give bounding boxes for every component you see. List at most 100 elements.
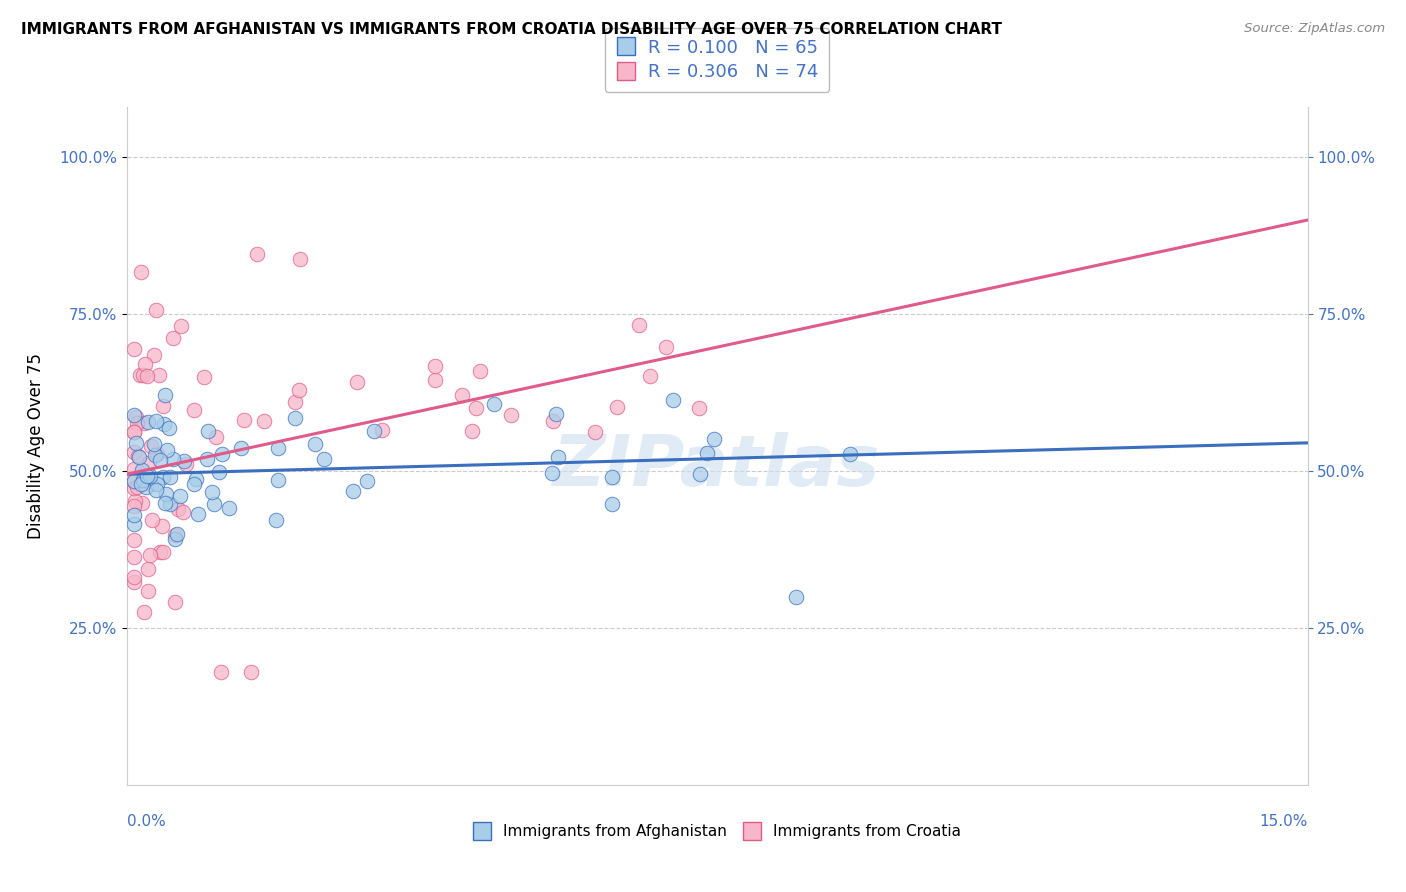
Point: [464, 401, 486, 415]
Text: 0.0%: 0.0%: [127, 814, 166, 829]
Text: 15.0%: 15.0%: [1260, 814, 1308, 829]
Text: ZIPatlas: ZIPatlas: [554, 432, 880, 500]
Point: [124, 425, 146, 439]
Point: [153, 417, 176, 431]
Point: [124, 409, 146, 423]
Point: [124, 475, 146, 489]
Point: [169, 489, 191, 503]
Point: [132, 605, 155, 619]
Point: [314, 451, 336, 466]
Point: [689, 467, 711, 481]
Point: [233, 413, 256, 427]
Point: [288, 383, 311, 397]
Point: [143, 436, 166, 450]
Point: [167, 502, 190, 516]
Point: [451, 388, 474, 402]
Point: [461, 425, 484, 439]
Point: [145, 414, 167, 428]
Point: [371, 423, 394, 437]
Point: [543, 414, 565, 428]
Point: [208, 465, 231, 479]
Text: Source: ZipAtlas.com: Source: ZipAtlas.com: [1244, 22, 1385, 36]
Point: [146, 447, 169, 461]
Point: [252, 414, 274, 428]
Point: [152, 469, 174, 483]
Point: [499, 408, 522, 422]
Point: [143, 448, 166, 462]
Point: [187, 507, 209, 521]
Point: [162, 451, 184, 466]
Point: [342, 483, 364, 498]
Point: [152, 400, 174, 414]
Point: [135, 468, 157, 483]
Point: [157, 421, 180, 435]
Point: [655, 341, 678, 355]
Point: [127, 449, 149, 463]
Point: [145, 483, 167, 497]
Point: [124, 533, 146, 547]
Point: [153, 388, 176, 402]
Point: [173, 454, 195, 468]
Point: [482, 397, 505, 411]
Point: [124, 343, 146, 357]
Point: [127, 417, 149, 431]
Point: [145, 476, 167, 491]
Point: [124, 550, 146, 565]
Point: [148, 368, 170, 382]
Point: [141, 477, 163, 491]
Point: [124, 499, 146, 513]
Point: [696, 445, 718, 459]
Point: [204, 430, 226, 444]
Point: [197, 424, 219, 438]
Point: [136, 368, 159, 383]
Point: [136, 415, 159, 429]
Point: [124, 570, 146, 584]
Point: [132, 474, 155, 488]
Point: [183, 403, 205, 417]
Point: [132, 368, 155, 383]
Point: [124, 481, 146, 495]
Point: [163, 527, 186, 541]
Point: [264, 513, 287, 527]
Point: [136, 583, 159, 598]
Point: [166, 527, 188, 541]
Point: [124, 445, 146, 459]
Point: [288, 252, 311, 267]
Point: [124, 436, 146, 450]
Point: [159, 469, 181, 483]
Point: [124, 516, 146, 531]
Point: [839, 447, 862, 461]
Point: [172, 505, 194, 519]
Y-axis label: Disability Age Over 75: Disability Age Over 75: [27, 353, 45, 539]
Point: [547, 450, 569, 465]
Point: [138, 456, 160, 470]
Point: [156, 443, 179, 458]
Point: [165, 595, 187, 609]
Point: [139, 548, 162, 562]
Point: [423, 359, 446, 373]
Point: [125, 480, 148, 494]
Point: [124, 461, 146, 475]
Point: [209, 665, 232, 679]
Point: [304, 437, 326, 451]
Point: [155, 486, 177, 500]
Point: [423, 373, 446, 387]
Point: [602, 497, 624, 511]
Point: [124, 425, 146, 439]
Point: [638, 369, 661, 384]
Point: [134, 357, 156, 371]
Point: [193, 369, 215, 384]
Point: [149, 453, 172, 467]
Point: [346, 376, 368, 390]
Point: [129, 265, 152, 279]
Point: [541, 466, 564, 480]
Point: [124, 574, 146, 589]
Point: [606, 401, 628, 415]
Point: [165, 532, 187, 546]
Point: [703, 432, 725, 446]
Point: [267, 473, 290, 487]
Point: [136, 561, 159, 575]
Point: [131, 495, 153, 509]
Point: [124, 494, 146, 508]
Point: [159, 497, 181, 511]
